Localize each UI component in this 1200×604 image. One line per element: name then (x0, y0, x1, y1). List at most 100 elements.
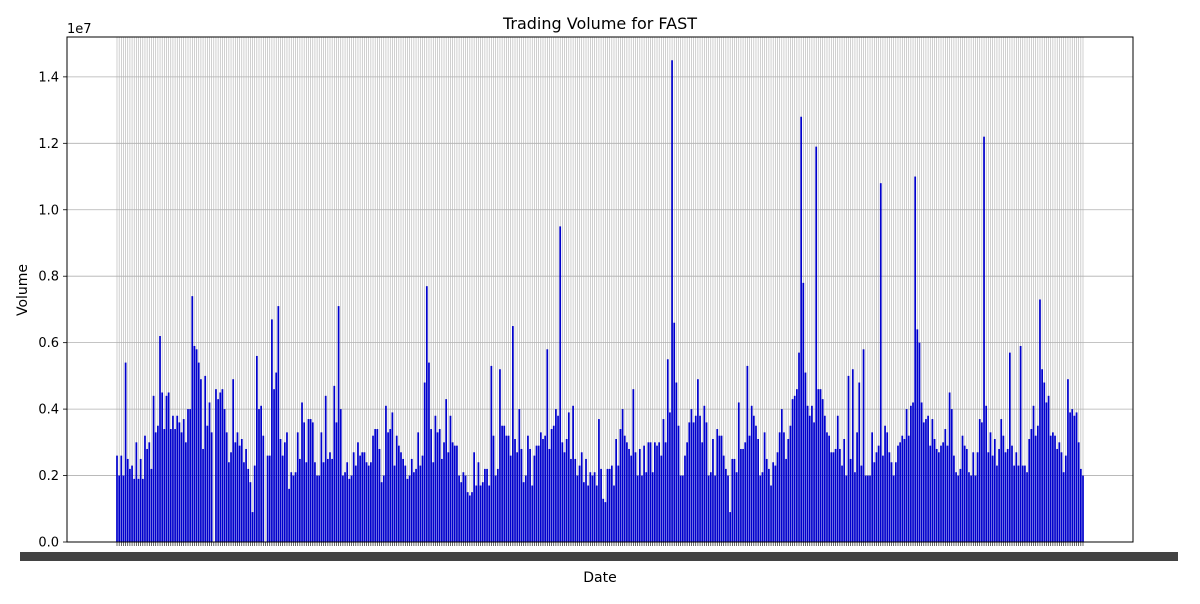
volume-bar (331, 458, 334, 542)
volume-bar (417, 432, 420, 542)
volume-bar (333, 385, 336, 542)
volume-bar (681, 475, 684, 542)
volume-bar (296, 432, 299, 542)
volume-bar (832, 452, 835, 542)
volume-bar (1004, 452, 1007, 542)
volume-bar (408, 475, 411, 542)
volume-bar (1054, 435, 1056, 542)
volume-bar (372, 435, 374, 542)
volume-bar (757, 439, 759, 542)
volume-bar (135, 442, 138, 542)
volume-bar (404, 465, 407, 542)
volume-bar (598, 419, 600, 542)
volume-bar (255, 355, 258, 542)
volume-bar (197, 362, 200, 542)
volume-bar (193, 345, 196, 542)
volume-bar (512, 326, 514, 542)
volume-bar (124, 362, 127, 542)
volume-bar (873, 462, 876, 542)
volume-bar (690, 409, 693, 542)
volume-bar (449, 415, 452, 542)
volume-bar (473, 452, 476, 542)
volume-bar (141, 478, 144, 542)
volume-bar (845, 475, 848, 542)
volume-bar (335, 422, 338, 542)
volume-bar (591, 475, 594, 542)
volume-bar (387, 432, 389, 542)
volume-bar (445, 399, 448, 542)
volume-bar (959, 468, 962, 542)
volume-bar (447, 452, 450, 542)
volume-bar (836, 415, 839, 542)
volume-bar (219, 392, 222, 542)
volume-bar (243, 462, 245, 542)
volume-bar (137, 478, 140, 542)
volume-bar (813, 422, 815, 542)
volume-bar (430, 429, 432, 542)
volume-bar (912, 402, 914, 542)
volume-bar (126, 458, 129, 542)
volume-bar (593, 472, 596, 542)
volume-bar (148, 442, 151, 542)
volume-bar (968, 472, 970, 542)
volume-bar (823, 415, 826, 542)
volume-bar (146, 448, 148, 542)
volume-bar (830, 452, 833, 542)
volume-bar (1011, 445, 1013, 542)
x-axis (20, 542, 1178, 561)
volume-bar (578, 465, 581, 542)
volume-bar (656, 445, 658, 542)
volume-bar (501, 425, 503, 542)
volume-bar (768, 468, 770, 542)
volume-bar (714, 475, 716, 542)
volume-bar (359, 455, 361, 542)
volume-bar (595, 485, 598, 542)
volume-bar (466, 492, 469, 542)
volume-bar (866, 475, 869, 542)
volume-bar (268, 455, 271, 542)
volume-bar (441, 458, 443, 542)
volume-bar (772, 462, 775, 542)
volume-bar (570, 458, 572, 542)
volume-bar (654, 442, 656, 542)
y-axis-offset-label: 1e7 (67, 22, 92, 37)
volume-bar (1058, 442, 1061, 542)
volume-bar (802, 282, 805, 542)
volume-bar (925, 419, 927, 542)
volume-bar (699, 415, 701, 542)
volume-bar (854, 472, 856, 542)
volume-bar (159, 336, 161, 542)
y-tick-label: 1.0 (38, 203, 59, 218)
volume-bar (120, 455, 123, 542)
volume-bar (271, 319, 273, 542)
volume-bar (632, 389, 635, 542)
volume-bar (350, 475, 353, 542)
volume-bar (1047, 395, 1050, 542)
volume-bar (238, 445, 241, 542)
volume-bar (920, 402, 923, 542)
volume-bar (826, 432, 828, 542)
volume-bar (225, 432, 228, 542)
volume-bar (180, 432, 183, 542)
volume-bar (458, 475, 460, 542)
volume-bar (299, 458, 301, 542)
volume-bar (955, 472, 957, 542)
volume-bar (815, 146, 818, 542)
volume-bar (783, 432, 785, 542)
volume-bar (918, 342, 921, 542)
volume-bar (1079, 468, 1082, 542)
volume-bar (789, 425, 792, 542)
volume-bar (406, 478, 409, 542)
volume-bar (729, 512, 732, 542)
bar-layer (116, 60, 1084, 542)
volume-bar (195, 349, 198, 542)
volume-bar (150, 468, 153, 542)
volume-bar (567, 412, 570, 542)
volume-bar (221, 389, 224, 542)
volume-bar (946, 445, 949, 542)
volume-bar (610, 465, 613, 542)
volume-bar (253, 465, 256, 542)
volume-bar (897, 445, 899, 542)
volume-bar (811, 405, 813, 542)
